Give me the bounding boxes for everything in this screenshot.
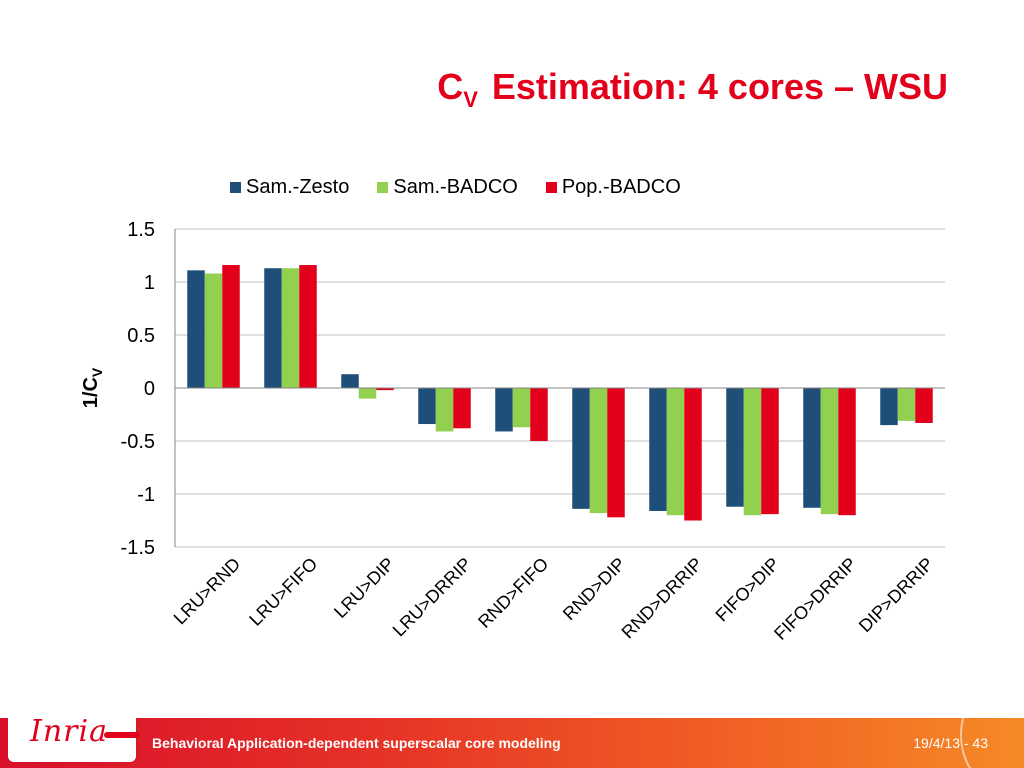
title-subscript: V bbox=[463, 87, 478, 112]
bar-sam-zesto-lru-rnd bbox=[187, 270, 205, 388]
legend-swatch bbox=[230, 182, 241, 193]
bar-pop-badco-lru-fifo bbox=[299, 265, 317, 388]
x-category-label: FIFO>DRRIP bbox=[770, 554, 860, 644]
legend-swatch bbox=[545, 182, 557, 193]
bar-sam-badco-dip-drrip bbox=[897, 388, 916, 421]
legend-label: Pop.-BADCO bbox=[561, 176, 681, 198]
x-category-label: FIFO>DIP bbox=[712, 554, 784, 626]
bar-sam-zesto-rnd-drrip bbox=[649, 388, 667, 511]
bar-pop-badco-rnd-drrip bbox=[684, 388, 702, 521]
footer-date-page: 19/4/13 - 43 bbox=[913, 735, 988, 751]
logo-wordmark: Inria bbox=[30, 718, 108, 749]
x-category-label: LRU>RND bbox=[170, 554, 245, 629]
bar-pop-badco-rnd-dip bbox=[607, 388, 625, 518]
chart-legend: Sam.-Zesto Sam.-BADCO Pop.-BADCO bbox=[230, 176, 709, 199]
bar-sam-zesto-fifo-dip bbox=[726, 388, 744, 507]
footer-bar: Inria Behavioral Application-dependent s… bbox=[0, 718, 1024, 768]
bar-sam-badco-rnd-fifo bbox=[512, 388, 531, 428]
y-tick-label: 0 bbox=[144, 378, 155, 400]
bar-pop-badco-lru-drrip bbox=[453, 388, 471, 429]
bar-sam-zesto-lru-drrip bbox=[418, 388, 436, 425]
x-category-label: DIP>DRRIP bbox=[855, 554, 937, 636]
x-category-label: LRU>FIFO bbox=[245, 554, 321, 630]
footer-background bbox=[0, 718, 1024, 768]
y-tick-label: -1.5 bbox=[121, 537, 155, 559]
y-tick-label: 1.5 bbox=[127, 219, 155, 241]
bar-sam-zesto-rnd-dip bbox=[572, 388, 590, 509]
y-tick-label: -1 bbox=[137, 484, 155, 506]
y-tick-label: -0.5 bbox=[121, 431, 155, 453]
slide-title: CV Estimation: 4 cores – WSU bbox=[437, 66, 948, 113]
legend-label: Sam.-Zesto bbox=[246, 176, 350, 198]
bar-sam-badco-lru-rnd bbox=[204, 273, 223, 388]
bar-pop-badco-fifo-dip bbox=[761, 388, 779, 515]
x-category-label: LRU>DRRIP bbox=[389, 554, 476, 641]
bar-sam-badco-rnd-dip bbox=[589, 388, 608, 514]
logo-swoosh-icon bbox=[104, 732, 140, 738]
y-tick-label: 1 bbox=[144, 272, 155, 294]
x-category-label: RND>DIP bbox=[559, 554, 629, 624]
bar-sam-badco-lru-dip bbox=[358, 388, 377, 399]
x-category-label: RND>FIFO bbox=[474, 554, 552, 632]
legend-item: Sam.-BADCO bbox=[377, 176, 518, 199]
bar-sam-zesto-lru-dip bbox=[341, 374, 359, 388]
legend-label: Sam.-BADCO bbox=[393, 176, 518, 198]
y-tick-label: 0.5 bbox=[127, 325, 155, 347]
legend-item: Sam.-Zesto bbox=[230, 176, 349, 199]
bar-pop-badco-rnd-fifo bbox=[530, 388, 548, 441]
bar-sam-badco-fifo-dip bbox=[743, 388, 762, 516]
bar-pop-badco-fifo-drrip bbox=[838, 388, 856, 516]
inria-logo: Inria bbox=[8, 718, 140, 762]
bar-sam-badco-fifo-drrip bbox=[820, 388, 839, 515]
bar-sam-badco-lru-fifo bbox=[281, 268, 300, 388]
legend-swatch bbox=[377, 182, 389, 193]
bar-pop-badco-lru-dip bbox=[376, 388, 394, 391]
title-prefix: C bbox=[437, 66, 464, 107]
bar-sam-zesto-dip-drrip bbox=[880, 388, 898, 426]
y-axis-title: 1/CV bbox=[80, 367, 105, 408]
footer-presentation-title: Behavioral Application-dependent supersc… bbox=[152, 735, 561, 751]
legend-item: Pop.-BADCO bbox=[545, 176, 681, 199]
bar-pop-badco-dip-drrip bbox=[915, 388, 933, 423]
title-rest: Estimation: 4 cores – WSU bbox=[481, 66, 948, 107]
bar-pop-badco-lru-rnd bbox=[222, 265, 240, 388]
bar-sam-zesto-lru-fifo bbox=[264, 268, 282, 388]
bar-sam-badco-lru-drrip bbox=[435, 388, 454, 432]
x-category-label: RND>DRRIP bbox=[618, 554, 707, 643]
bar-sam-badco-rnd-drrip bbox=[666, 388, 685, 516]
x-category-label: LRU>DIP bbox=[330, 554, 398, 622]
decorative-wave bbox=[960, 718, 1024, 768]
bar-sam-zesto-rnd-fifo bbox=[495, 388, 513, 432]
bar-sam-zesto-fifo-drrip bbox=[803, 388, 821, 508]
